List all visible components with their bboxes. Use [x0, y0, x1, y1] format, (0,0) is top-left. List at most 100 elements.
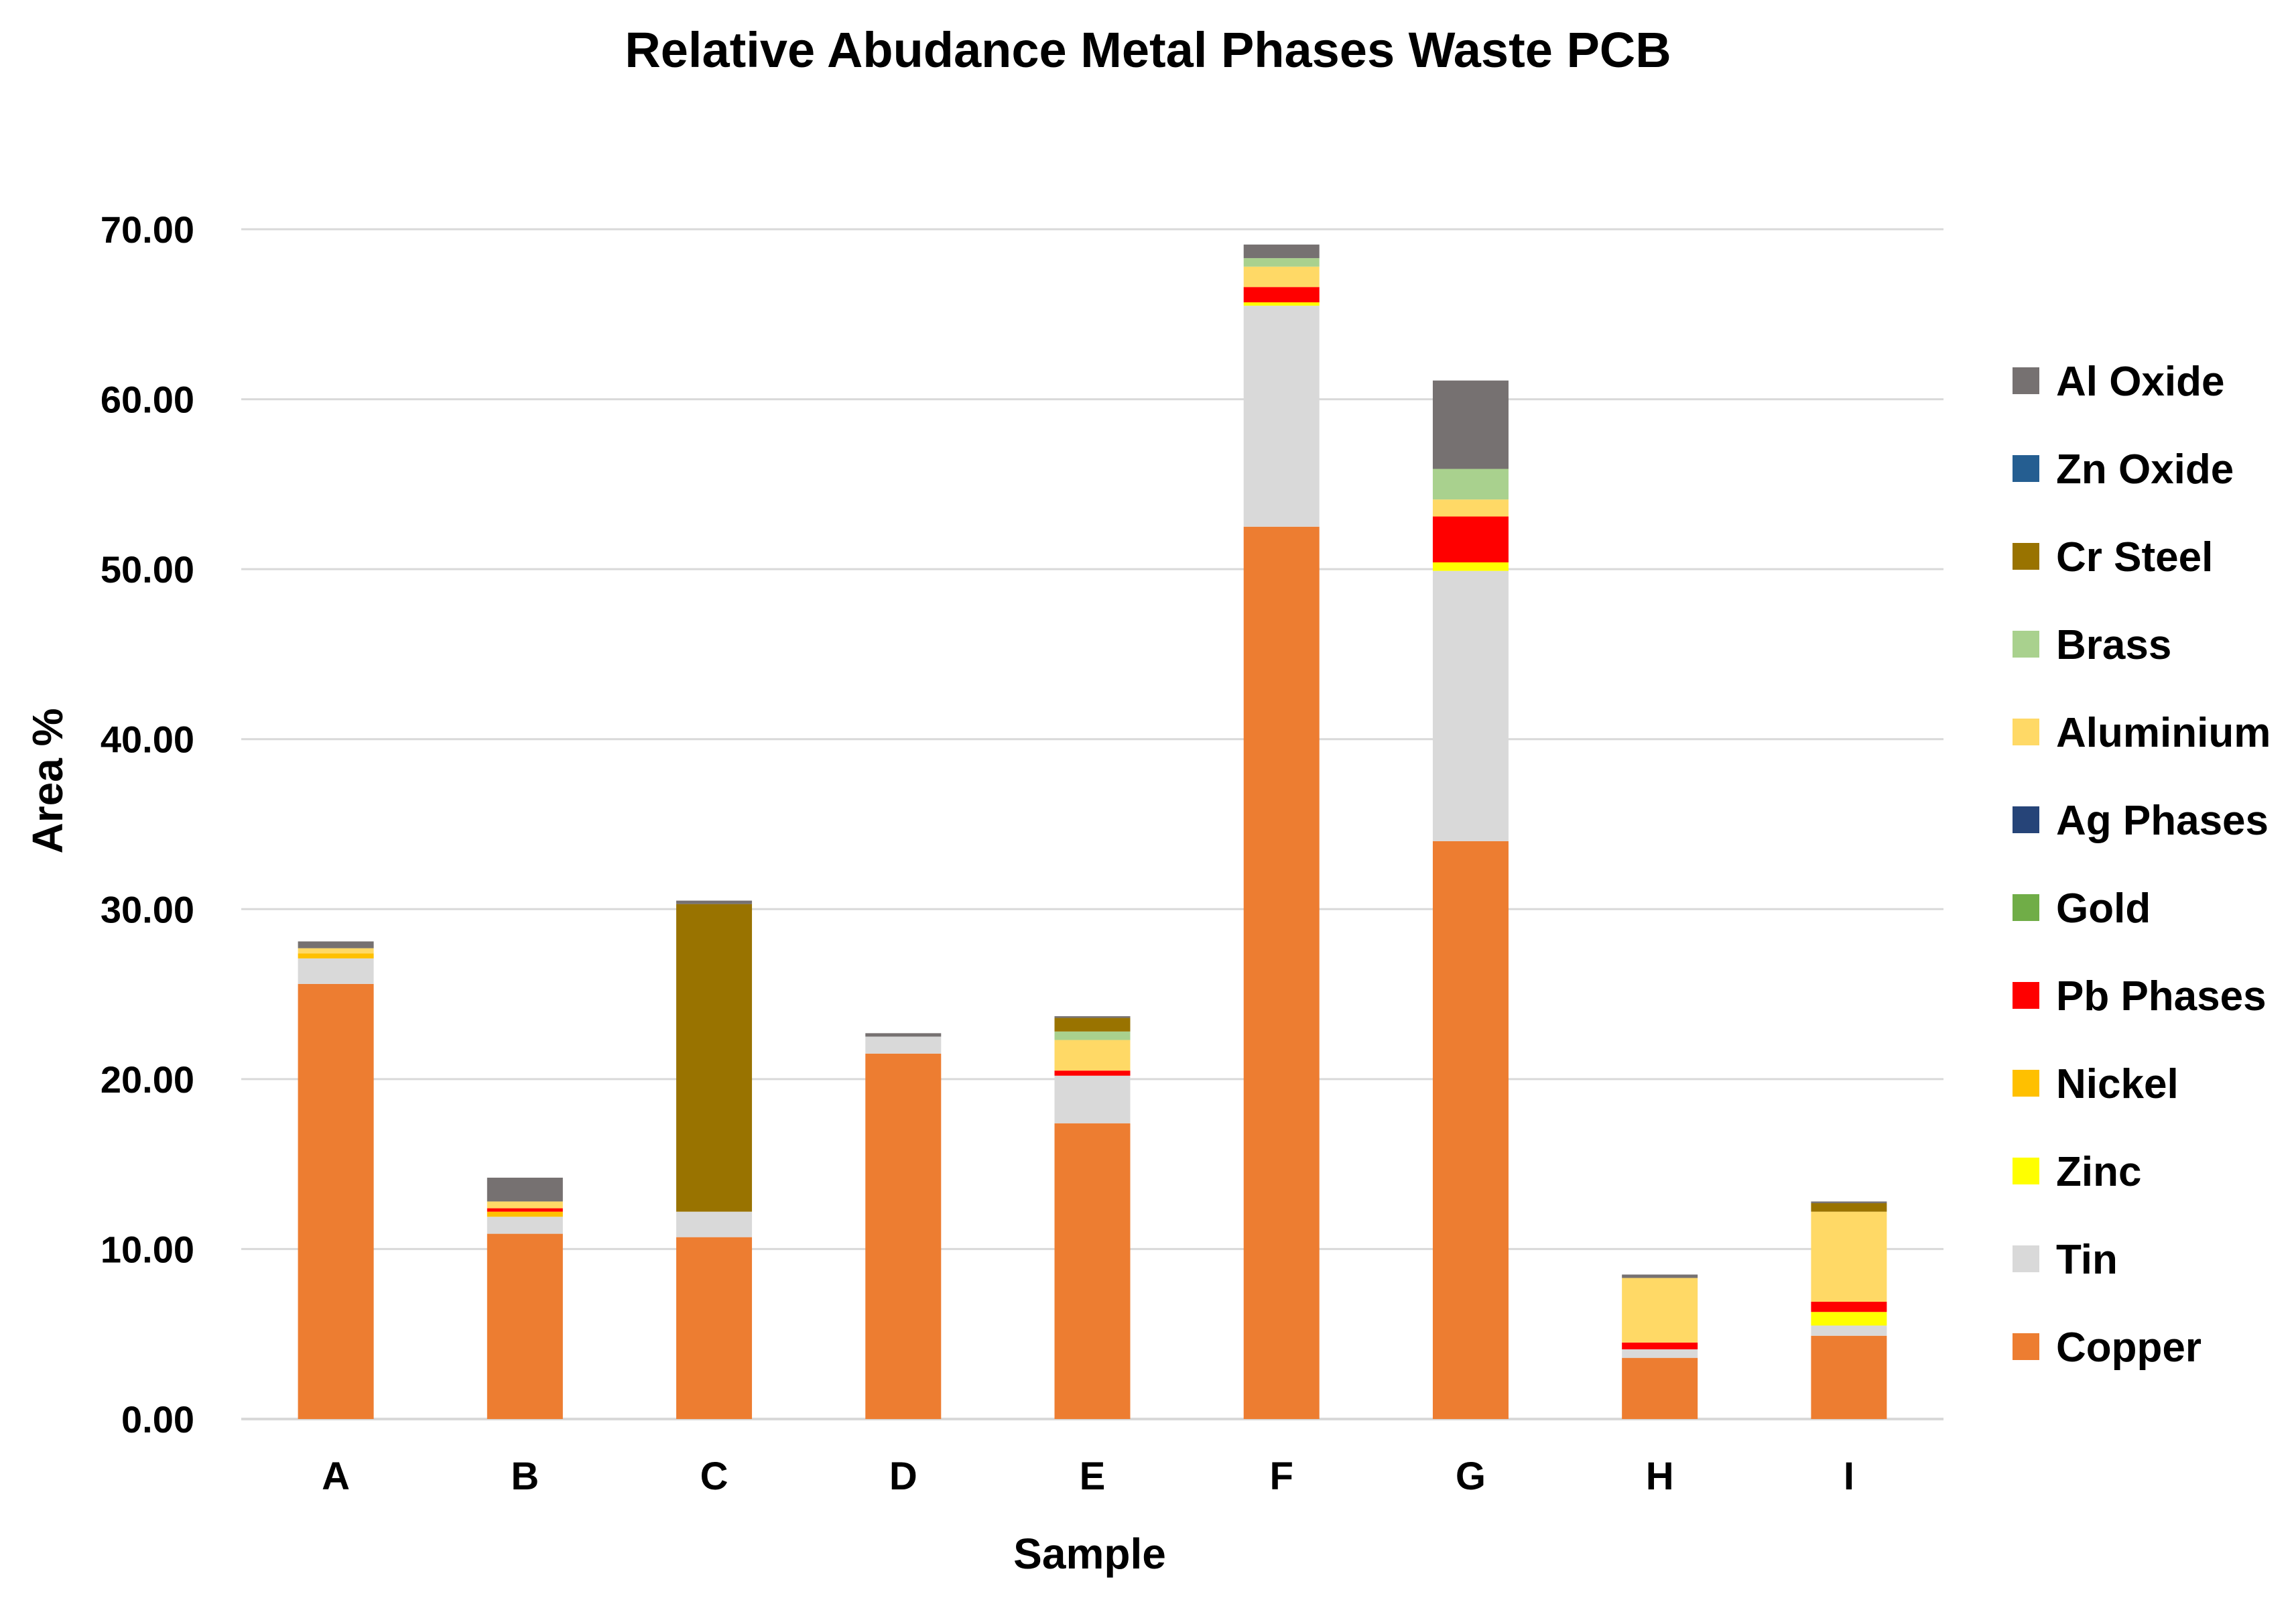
bars: [298, 244, 1887, 1419]
bar-segment-tin-e: [1054, 1075, 1131, 1123]
bar-segment-tin-g: [1432, 570, 1509, 841]
bar-segment-copper-b: [487, 1233, 563, 1419]
legend-label: Nickel: [2056, 1061, 2179, 1107]
x-tick-label: F: [1270, 1455, 1293, 1498]
bar-segment-copper-a: [298, 983, 374, 1419]
y-tick-label: 30.00: [101, 888, 194, 930]
bar-segment-tin-d: [865, 1036, 942, 1054]
legend-swatch: [2013, 543, 2039, 570]
x-tick-label: E: [1080, 1455, 1106, 1498]
bar-segment-nickel-a: [298, 953, 374, 959]
bar-segment-brass-g: [1432, 469, 1509, 500]
legend-swatch: [2013, 1158, 2039, 1184]
bar-segment-copper-h: [1622, 1357, 1698, 1419]
x-tick-label: C: [700, 1455, 728, 1498]
legend-swatch: [2013, 367, 2039, 394]
x-tick-label: D: [889, 1455, 917, 1498]
bar-segment-aluminium-e: [1054, 1040, 1131, 1071]
legend-label: Gold: [2056, 885, 2151, 932]
x-tick-label: A: [322, 1455, 350, 1498]
legend-swatch: [2013, 982, 2039, 1009]
bar-segment-al-oxide-h: [1622, 1274, 1698, 1278]
legend-swatch: [2013, 719, 2039, 745]
bar-segment-cr-steel-c: [676, 904, 753, 1212]
bar-segment-copper-e: [1054, 1123, 1131, 1419]
bar-segment-al-oxide-a: [298, 941, 374, 948]
bar-segment-pb-phases-e: [1054, 1070, 1131, 1076]
legend-label: Tin: [2056, 1237, 2118, 1283]
bar-segment-cr-steel-e: [1054, 1018, 1131, 1032]
bar-segment-pb-phases-i: [1811, 1302, 1887, 1312]
bar-segment-zinc-g: [1432, 562, 1509, 571]
legend-swatch: [2013, 1333, 2039, 1360]
y-tick-label: 70.00: [101, 208, 194, 251]
bar-segment-pb-phases-b: [487, 1208, 563, 1212]
bar-segment-copper-d: [865, 1053, 942, 1419]
legend-label: Al Oxide: [2056, 359, 2225, 405]
legend-label: Brass: [2056, 622, 2171, 668]
legend-swatch: [2013, 455, 2039, 482]
bar-segment-cr-steel-i: [1811, 1203, 1887, 1212]
bar-segment-nickel-b: [487, 1211, 563, 1217]
bar-segment-zinc-i: [1811, 1312, 1887, 1326]
legend: Al Oxide Zn Oxide Cr Steel Brass Aluminium Ag…: [2013, 359, 2271, 1371]
chart-title: Relative Abudance Metal Phases Waste PCB: [625, 22, 1671, 78]
x-axis-ticks: A B C D E F G H I: [322, 1455, 1854, 1498]
bar-segment-aluminium-b: [487, 1201, 563, 1209]
bar-segment-copper-f: [1243, 526, 1320, 1419]
legend-swatch: [2013, 806, 2039, 833]
x-tick-label: I: [1844, 1455, 1854, 1498]
x-axis-title: Sample: [1013, 1530, 1166, 1578]
legend-label: Ag Phases: [2056, 798, 2269, 844]
legend-swatch: [2013, 1245, 2039, 1272]
y-tick-label: 40.00: [101, 719, 194, 761]
bar-segment-aluminium-i: [1811, 1211, 1887, 1302]
bar-segment-al-oxide-f: [1243, 244, 1320, 259]
bar-segment-tin-f: [1243, 306, 1320, 527]
bar-segment-tin-i: [1811, 1325, 1887, 1336]
bar-segment-pb-phases-f: [1243, 287, 1320, 303]
bar-segment-aluminium-a: [298, 948, 374, 954]
y-tick-label: 50.00: [101, 548, 194, 591]
bar-segment-copper-i: [1811, 1335, 1887, 1419]
bar-segment-al-oxide-i: [1811, 1201, 1887, 1203]
legend-swatch: [2013, 1070, 2039, 1097]
y-tick-label: 20.00: [101, 1058, 194, 1101]
bar-segment-aluminium-f: [1243, 266, 1320, 288]
y-tick-label: 10.00: [101, 1228, 194, 1270]
legend-label: Aluminium: [2056, 710, 2271, 756]
bar-segment-tin-a: [298, 958, 374, 984]
bar-segment-aluminium-h: [1622, 1278, 1698, 1343]
legend-label: Cr Steel: [2056, 534, 2213, 580]
x-tick-label: G: [1456, 1455, 1486, 1498]
bar-segment-brass-f: [1243, 258, 1320, 267]
bar-segment-tin-c: [676, 1211, 753, 1237]
y-tick-label: 0.00: [121, 1398, 194, 1440]
bar-segment-zinc-f: [1243, 302, 1320, 306]
bar-segment-copper-c: [676, 1237, 753, 1419]
bar-segment-al-oxide-d: [865, 1033, 942, 1037]
bar-segment-tin-h: [1622, 1349, 1698, 1358]
bar-segment-pb-phases-h: [1622, 1342, 1698, 1350]
y-axis-title: Area %: [23, 709, 72, 854]
legend-label: Copper: [2056, 1325, 2202, 1371]
legend-label: Zinc: [2056, 1149, 2141, 1195]
y-axis-ticks: 0.00 10.00 20.00 30.00 40.00 50.00 60.00 70.00: [101, 208, 194, 1440]
bar-segment-al-oxide-c: [676, 900, 753, 904]
x-tick-label: H: [1646, 1455, 1674, 1498]
bar-segment-tin-b: [487, 1217, 563, 1234]
bar-segment-pb-phases-g: [1432, 516, 1509, 562]
bar-segment-al-oxide-g: [1432, 380, 1509, 469]
bar-segment-aluminium-g: [1432, 499, 1509, 517]
bar-segment-copper-g: [1432, 841, 1509, 1419]
y-tick-label: 60.00: [101, 379, 194, 421]
legend-label: Zn Oxide: [2056, 446, 2234, 493]
bar-segment-al-oxide-e: [1054, 1016, 1131, 1018]
x-tick-label: B: [511, 1455, 539, 1498]
legend-swatch: [2013, 894, 2039, 921]
legend-swatch: [2013, 631, 2039, 658]
bar-segment-brass-e: [1054, 1031, 1131, 1040]
bar-segment-al-oxide-b: [487, 1177, 563, 1202]
